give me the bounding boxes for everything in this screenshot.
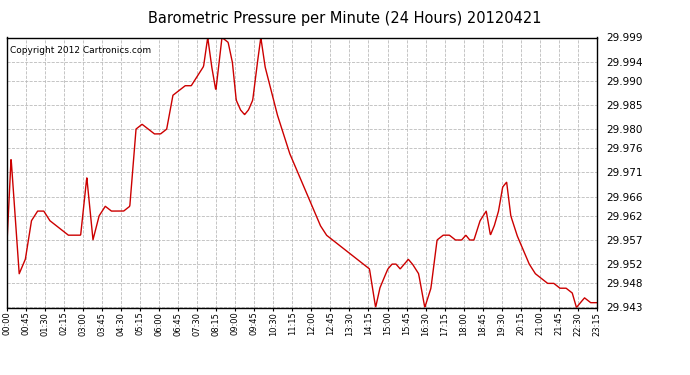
Text: Barometric Pressure per Minute (24 Hours) 20120421: Barometric Pressure per Minute (24 Hours… xyxy=(148,11,542,26)
Text: Copyright 2012 Cartronics.com: Copyright 2012 Cartronics.com xyxy=(10,46,151,55)
